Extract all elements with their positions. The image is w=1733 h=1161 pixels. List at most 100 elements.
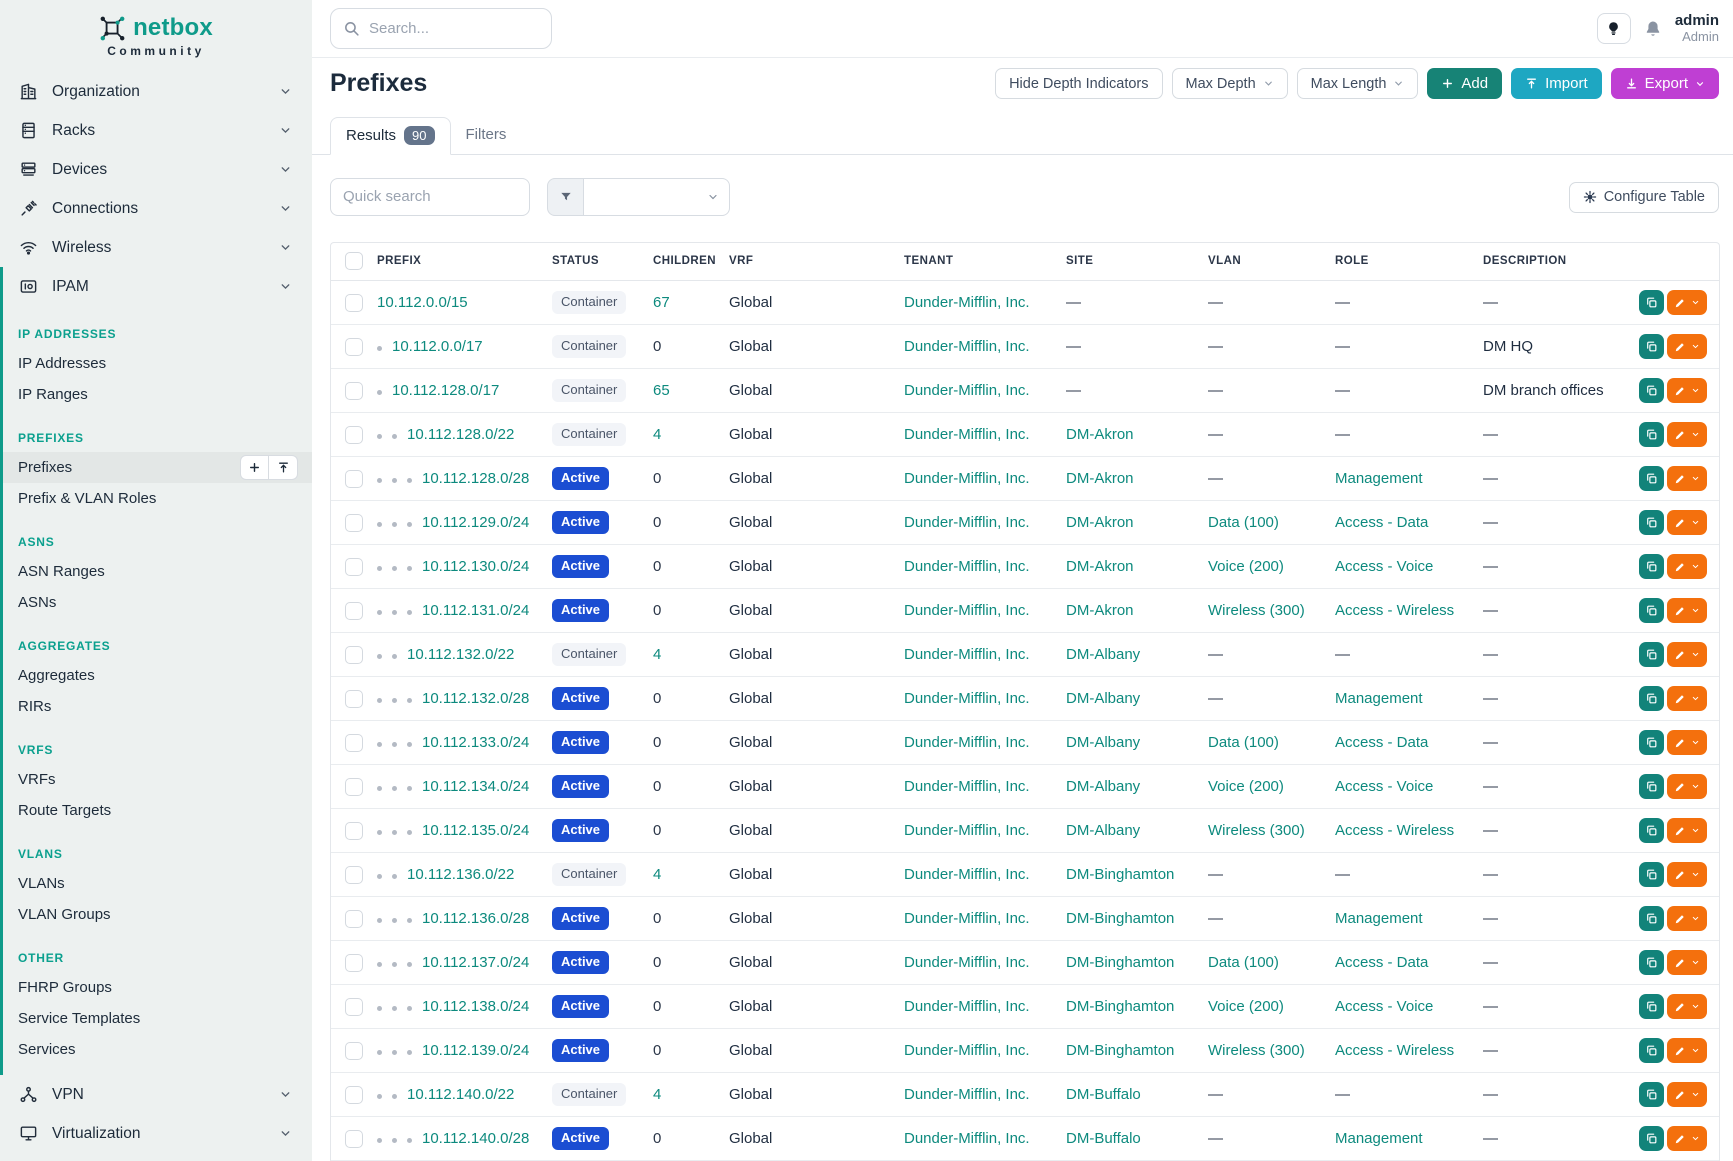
role-link[interactable]: Access - Voice <box>1335 558 1434 575</box>
row-checkbox[interactable] <box>345 293 363 312</box>
sidebar-item-organization[interactable]: Organization <box>0 72 312 111</box>
prefix-link[interactable]: 10.112.132.0/28 <box>422 690 530 707</box>
vlan-link[interactable]: Wireless (300) <box>1208 602 1305 619</box>
edit-button[interactable] <box>1667 730 1707 755</box>
edit-button[interactable] <box>1667 1126 1707 1151</box>
sidebar-item-prefixes[interactable]: Prefixes <box>3 452 312 483</box>
tenant-link[interactable]: Dunder-Mifflin, Inc. <box>904 338 1030 355</box>
tenant-link[interactable]: Dunder-Mifflin, Inc. <box>904 1130 1030 1147</box>
prefix-link[interactable]: 10.112.137.0/24 <box>422 954 530 971</box>
theme-toggle-button[interactable] <box>1596 13 1631 44</box>
copy-button[interactable] <box>1639 906 1664 931</box>
edit-button[interactable] <box>1667 906 1707 931</box>
site-link[interactable]: DM-Albany <box>1066 690 1141 707</box>
prefix-link[interactable]: 10.112.140.0/28 <box>422 1130 530 1147</box>
import-button[interactable]: Import <box>1511 68 1602 100</box>
tenant-link[interactable]: Dunder-Mifflin, Inc. <box>904 514 1030 531</box>
edit-button[interactable] <box>1667 290 1707 315</box>
copy-button[interactable] <box>1639 554 1664 579</box>
edit-button[interactable] <box>1667 422 1707 447</box>
copy-button[interactable] <box>1639 378 1664 403</box>
copy-button[interactable] <box>1639 598 1664 623</box>
global-search-input[interactable] <box>369 20 519 37</box>
prefix-link[interactable]: 10.112.135.0/24 <box>422 822 530 839</box>
sidebar-item-racks[interactable]: Racks <box>0 111 312 150</box>
prefix-link[interactable]: 10.112.0.0/17 <box>392 338 483 355</box>
tenant-link[interactable]: Dunder-Mifflin, Inc. <box>904 822 1030 839</box>
row-checkbox[interactable] <box>345 337 363 356</box>
sidebar-item-ip-addresses[interactable]: IP Addresses <box>18 355 107 372</box>
export-button[interactable]: Export <box>1610 68 1719 100</box>
add-prefix-button[interactable] <box>240 455 269 480</box>
tenant-link[interactable]: Dunder-Mifflin, Inc. <box>904 602 1030 619</box>
site-link[interactable]: DM-Akron <box>1066 470 1134 487</box>
site-link[interactable]: DM-Albany <box>1066 646 1141 663</box>
copy-button[interactable] <box>1639 818 1664 843</box>
role-link[interactable]: Management <box>1335 470 1423 487</box>
sidebar-item-vrfs[interactable]: VRFs <box>18 771 56 788</box>
tenant-link[interactable]: Dunder-Mifflin, Inc. <box>904 690 1030 707</box>
prefix-link[interactable]: 10.112.128.0/22 <box>407 426 515 443</box>
copy-button[interactable] <box>1639 642 1664 667</box>
site-link[interactable]: DM-Akron <box>1066 514 1134 531</box>
configure-table-button[interactable]: Configure Table <box>1568 181 1719 213</box>
role-link[interactable]: Access - Data <box>1335 954 1429 971</box>
site-link[interactable]: DM-Buffalo <box>1066 1086 1141 1103</box>
sidebar-item-rirs[interactable]: RIRs <box>18 698 52 715</box>
edit-button[interactable] <box>1667 1082 1707 1107</box>
site-link[interactable]: DM-Albany <box>1066 778 1141 795</box>
vlan-link[interactable]: Wireless (300) <box>1208 822 1305 839</box>
row-checkbox[interactable] <box>345 557 363 576</box>
copy-button[interactable] <box>1639 510 1664 535</box>
row-checkbox[interactable] <box>345 865 363 884</box>
row-checkbox[interactable] <box>345 1041 363 1060</box>
tenant-link[interactable]: Dunder-Mifflin, Inc. <box>904 954 1030 971</box>
prefix-link[interactable]: 10.112.128.0/28 <box>422 470 530 487</box>
edit-button[interactable] <box>1667 554 1707 579</box>
sidebar-item-fhrp-groups[interactable]: FHRP Groups <box>18 979 112 996</box>
sidebar-item-services[interactable]: Services <box>18 1041 76 1058</box>
prefix-link[interactable]: 10.112.136.0/28 <box>422 910 530 927</box>
row-checkbox[interactable] <box>345 777 363 796</box>
tenant-link[interactable]: Dunder-Mifflin, Inc. <box>904 778 1030 795</box>
site-link[interactable]: DM-Binghamton <box>1066 866 1175 883</box>
row-checkbox[interactable] <box>345 381 363 400</box>
edit-button[interactable] <box>1667 774 1707 799</box>
sidebar-item-wireless[interactable]: Wireless <box>0 228 312 267</box>
sidebar-item-prefix-vlan-roles[interactable]: Prefix & VLAN Roles <box>18 490 157 507</box>
edit-button[interactable] <box>1667 466 1707 491</box>
copy-button[interactable] <box>1639 950 1664 975</box>
copy-button[interactable] <box>1639 994 1664 1019</box>
prefix-link[interactable]: 10.112.139.0/24 <box>422 1042 530 1059</box>
sidebar-item-asns[interactable]: ASNs <box>18 594 57 611</box>
role-link[interactable]: Access - Data <box>1335 514 1429 531</box>
tenant-link[interactable]: Dunder-Mifflin, Inc. <box>904 734 1030 751</box>
role-link[interactable]: Access - Voice <box>1335 778 1434 795</box>
children-link[interactable]: 4 <box>653 426 662 443</box>
max-length-dropdown[interactable]: Max Length <box>1296 68 1419 100</box>
prefix-link[interactable]: 10.112.136.0/22 <box>407 866 515 883</box>
site-link[interactable]: DM-Binghamton <box>1066 998 1175 1015</box>
site-link[interactable]: DM-Akron <box>1066 602 1134 619</box>
tab-filters[interactable]: Filters <box>451 116 522 154</box>
children-link[interactable]: 4 <box>653 866 662 883</box>
role-link[interactable]: Access - Wireless <box>1335 1042 1455 1059</box>
role-link[interactable]: Management <box>1335 690 1423 707</box>
edit-button[interactable] <box>1667 1038 1707 1063</box>
role-link[interactable]: Management <box>1335 1130 1423 1147</box>
children-link[interactable]: 4 <box>653 646 662 663</box>
site-link[interactable]: DM-Albany <box>1066 734 1141 751</box>
tenant-link[interactable]: Dunder-Mifflin, Inc. <box>904 866 1030 883</box>
max-depth-dropdown[interactable]: Max Depth <box>1171 68 1288 100</box>
row-checkbox[interactable] <box>345 1085 363 1104</box>
site-link[interactable]: DM-Akron <box>1066 426 1134 443</box>
row-checkbox[interactable] <box>345 689 363 708</box>
sidebar-item-virtualization[interactable]: Virtualization <box>0 1114 312 1153</box>
site-link[interactable]: DM-Binghamton <box>1066 954 1175 971</box>
prefix-link[interactable]: 10.112.138.0/24 <box>422 998 530 1015</box>
prefix-link[interactable]: 10.112.128.0/17 <box>392 382 500 399</box>
edit-button[interactable] <box>1667 598 1707 623</box>
notifications-bell-icon[interactable] <box>1643 19 1663 39</box>
prefix-link[interactable]: 10.112.132.0/22 <box>407 646 515 663</box>
hide-depth-indicators-button[interactable]: Hide Depth Indicators <box>995 68 1163 100</box>
